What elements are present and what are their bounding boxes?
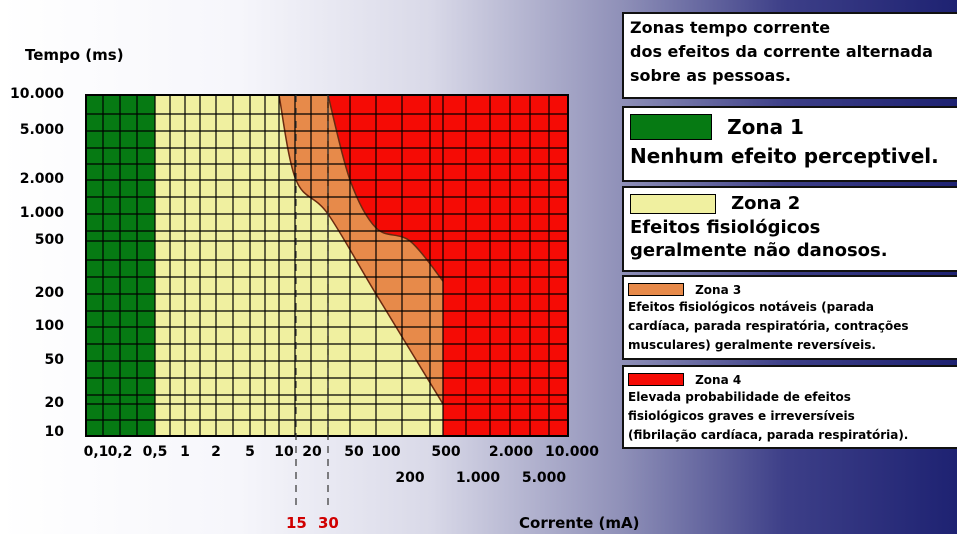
legend-title-line: sobre as pessoas. <box>630 66 791 85</box>
zone-2-desc-line: geralmente não danosos. <box>630 240 888 261</box>
zone-2-desc-line: Efeitos fisiológicos <box>630 217 821 238</box>
legend-zone-4: Zona 4 Elevada probabilidade de efeitos … <box>622 365 957 449</box>
x-tick-label: 2 <box>211 444 221 460</box>
x-axis-title: Corrente (mA) <box>519 514 640 532</box>
zone-1-swatch <box>630 114 712 140</box>
zone-3-name: Zona 3 <box>695 282 742 297</box>
zone-4-desc-line: (fibrilação cardíaca, parada respiratóri… <box>628 428 909 442</box>
y-tick-label: 100 <box>34 318 64 334</box>
zone-2-name: Zona 2 <box>731 193 801 214</box>
y-tick-label: 1.000 <box>19 205 64 221</box>
legend-zone-1: Zona 1 Nenhum efeito perceptivel. <box>622 106 957 182</box>
legend-zone-3: Zona 3 Efeitos fisiológicos notáveis (pa… <box>622 275 957 360</box>
x-tick-label: 100 <box>371 444 401 460</box>
zone-3-desc-line: cardíaca, parada respiratória, contraçõe… <box>628 319 909 333</box>
x-tick-label: 50 <box>344 444 364 460</box>
y-tick-label: 500 <box>34 232 64 248</box>
y-tick-label: 50 <box>44 352 64 368</box>
plot-frame <box>85 94 569 437</box>
legend-zone-2: Zona 2 Efeitos fisiológicos geralmente n… <box>622 186 957 272</box>
y-tick-label: 10.000 <box>9 86 64 102</box>
zone-4-desc-line: fisiológicos graves e irreversíveis <box>628 409 855 423</box>
y-tick-label: 5.000 <box>19 122 64 138</box>
x-tick-label-secondary: 5.000 <box>521 470 567 486</box>
ref-label-30: 30 <box>318 514 339 532</box>
zone-4-desc-line: Elevada probabilidade de efeitos <box>628 390 851 404</box>
legend-title-line: Zonas tempo corrente <box>630 18 831 37</box>
zone-2-3-boundary <box>278 94 444 405</box>
y-tick-label: 10 <box>44 424 64 440</box>
x-tick-label: 10 <box>274 444 294 460</box>
x-tick-label: 0,1 <box>83 444 109 460</box>
chart-plot <box>85 94 569 508</box>
x-tick-label: 0,2 <box>107 444 133 460</box>
zone-2-swatch <box>630 193 716 214</box>
y-axis-title: Tempo (ms) <box>25 46 124 64</box>
y-tick-label: 200 <box>34 285 64 301</box>
zone-3-desc-line: Efeitos fisiológicos notáveis (parada <box>628 300 874 314</box>
x-tick-label: 1 <box>180 444 190 460</box>
zone-4-name: Zona 4 <box>695 372 742 387</box>
x-tick-label-secondary: 1.000 <box>455 470 501 486</box>
zone-3-desc-line: musculares) geralmente reversíveis. <box>628 338 876 352</box>
zone-1-name: Zona 1 <box>727 115 804 139</box>
zone-3-swatch <box>628 283 684 296</box>
x-tick-label: 10.000 <box>544 444 600 460</box>
legend-title-line: dos efeitos da corrente alternada <box>630 42 933 61</box>
x-tick-label: 500 <box>431 444 461 460</box>
y-tick-label: 2.000 <box>19 171 64 187</box>
x-tick-label: 20 <box>302 444 322 460</box>
legend-title: Zonas tempo corrente dos efeitos da corr… <box>622 12 957 99</box>
x-tick-label: 0,5 <box>142 444 168 460</box>
zone-4-swatch <box>628 373 684 386</box>
ref-label-15: 15 <box>286 514 307 532</box>
zone-1-desc: Nenhum efeito perceptivel. <box>630 144 939 168</box>
x-tick-label-secondary: 200 <box>395 470 425 486</box>
x-tick-label: 2.000 <box>488 444 534 460</box>
y-tick-label: 20 <box>44 395 64 411</box>
x-tick-label: 5 <box>245 444 255 460</box>
